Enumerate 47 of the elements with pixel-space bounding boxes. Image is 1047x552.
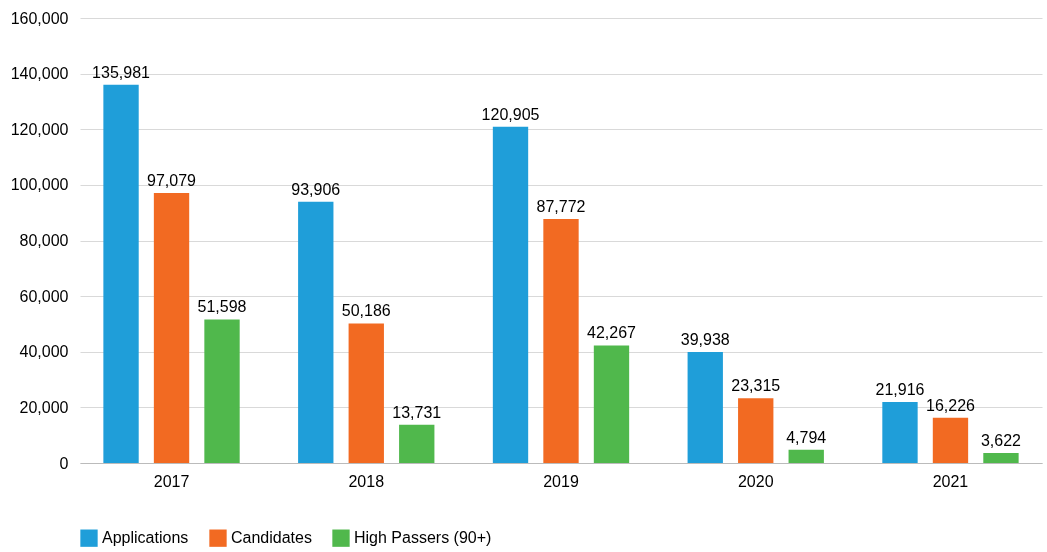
data-label: 13,731	[392, 403, 442, 421]
y-tick-label: 40,000	[19, 343, 69, 361]
bar	[204, 319, 240, 463]
data-label: 51,598	[197, 298, 247, 316]
data-label: 21,916	[875, 381, 925, 399]
legend-label: Candidates	[231, 529, 312, 547]
y-tick-label: 120,000	[10, 120, 69, 138]
data-label: 93,906	[291, 180, 341, 198]
bar	[983, 452, 1019, 463]
legend-label: High Passers (90+)	[354, 529, 492, 547]
data-label: 39,938	[680, 330, 730, 348]
data-label: 16,226	[926, 396, 976, 414]
bar	[593, 345, 630, 463]
data-label: 4,794	[786, 428, 827, 446]
bar	[348, 323, 384, 463]
legend-label: Applications	[102, 529, 189, 547]
bar	[543, 218, 579, 463]
bar	[738, 398, 774, 463]
y-tick-label: 0	[59, 454, 69, 472]
y-tick-label: 60,000	[19, 287, 69, 305]
bar	[492, 126, 529, 463]
bar	[399, 424, 435, 463]
y-tick-label: 140,000	[10, 65, 69, 83]
bar	[687, 351, 723, 463]
bar	[788, 449, 824, 463]
bar	[882, 402, 918, 463]
x-tick-label: 2020	[737, 472, 774, 490]
bar	[103, 84, 139, 463]
data-label: 120,905	[481, 105, 540, 123]
data-label: 87,772	[536, 197, 586, 215]
data-label: 23,315	[731, 377, 781, 395]
data-label: 135,981	[92, 63, 151, 81]
data-label: 97,079	[147, 172, 197, 189]
data-label: 42,267	[587, 324, 637, 342]
data-label: 50,186	[341, 302, 391, 320]
x-tick-label: 2021	[932, 472, 969, 490]
bar	[298, 201, 334, 463]
x-tick-label: 2018	[348, 472, 385, 490]
data-label: 3,622	[980, 431, 1022, 449]
bar	[932, 417, 969, 463]
x-tick-label: 2017	[153, 472, 190, 490]
y-tick-label: 100,000	[10, 176, 69, 194]
y-tick-label: 80,000	[19, 232, 69, 249]
y-tick-label: 20,000	[19, 398, 69, 416]
y-tick-label: 160,000	[10, 9, 69, 27]
x-tick-label: 2019	[543, 472, 579, 490]
bar	[153, 193, 190, 463]
